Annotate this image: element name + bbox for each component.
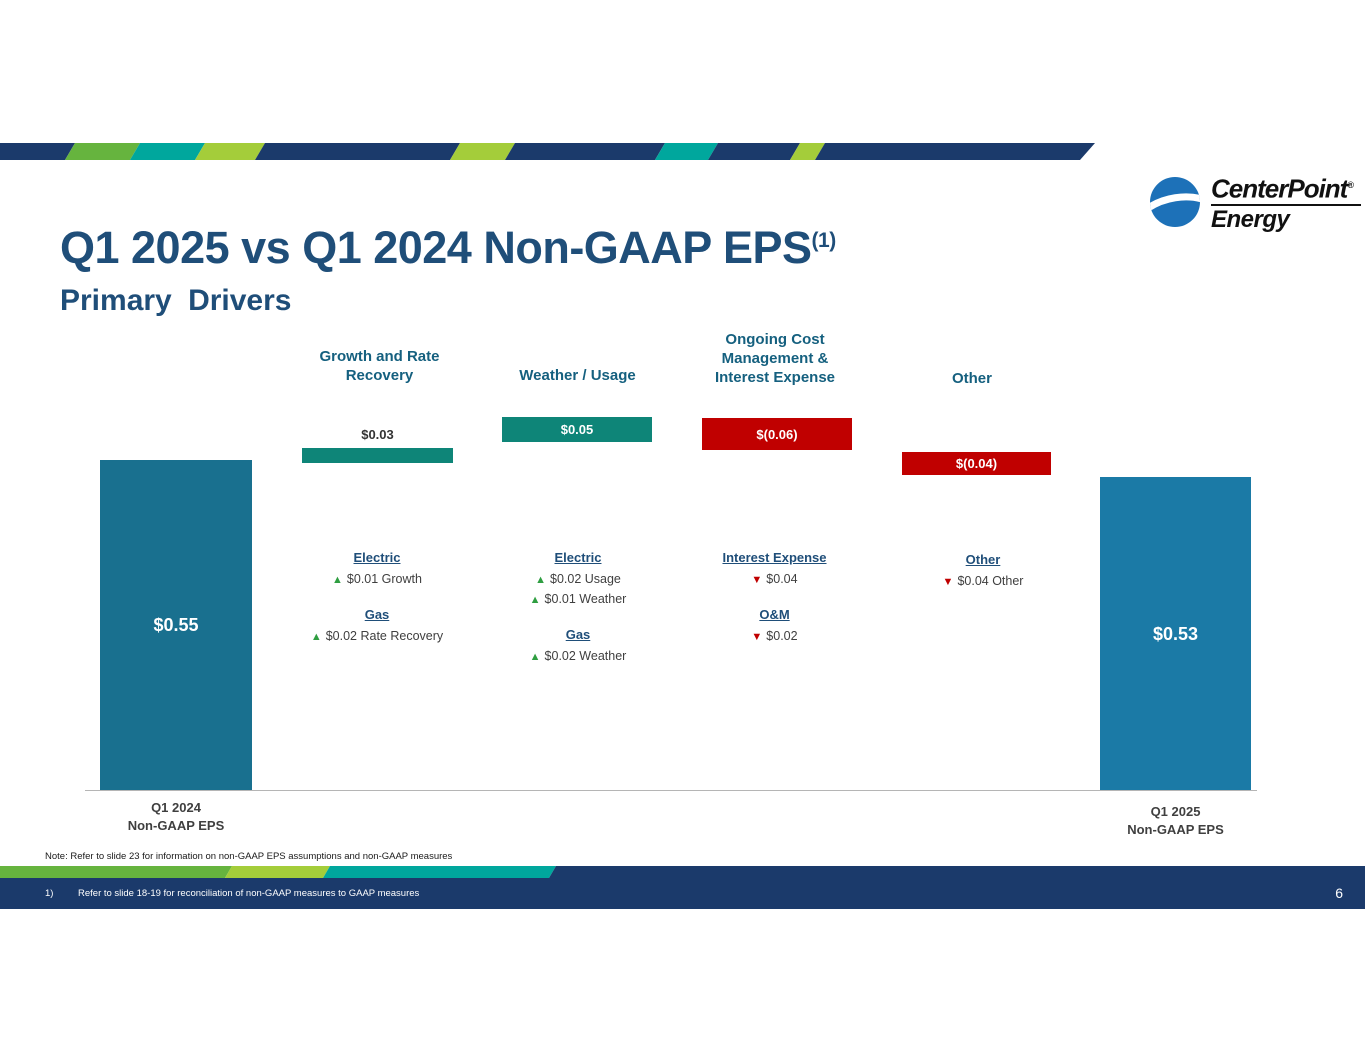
up-triangle-icon: ▲	[529, 594, 541, 606]
driver-group-title: Gas	[364, 607, 390, 622]
registered-mark: ®	[1347, 180, 1354, 190]
driver-group-title: O&M	[759, 607, 790, 622]
down-triangle-icon: ▼	[942, 576, 954, 588]
driver-details-other: Other ▼ $0.04 Other	[898, 552, 1068, 592]
driver-group: Electric ▲ $0.01 Growth	[292, 550, 462, 590]
driver-group-title: Electric	[353, 550, 401, 565]
driver-group-title: Electric	[554, 550, 602, 565]
up-triangle-icon: ▲	[529, 651, 541, 663]
driver-group-title: Interest Expense	[722, 550, 827, 565]
down-triangle-icon: ▼	[751, 631, 763, 643]
footnote-number: 1)	[45, 888, 54, 899]
logo-line1: CenterPoint®	[1211, 173, 1354, 204]
axis-label-q1-2024: Q1 2024 Non-GAAP EPS	[127, 800, 225, 833]
logo-globe-icon	[1150, 176, 1200, 227]
bar-weather-usage: $0.05	[502, 417, 652, 442]
centerpoint-logo: CenterPoint® Energy	[1148, 172, 1361, 232]
top-decorative-band	[0, 143, 1095, 160]
bottom-decorative-band	[0, 866, 1365, 878]
bar-q1-2024: $0.55	[100, 460, 252, 791]
driver-item: ▲ $0.02 Weather	[529, 649, 627, 663]
driver-item: ▼ $0.04 Other	[942, 574, 1024, 588]
driver-group-title: Gas	[565, 627, 591, 642]
footnote-text: Refer to slide 18-19 for reconciliation …	[78, 888, 420, 899]
driver-details-growth: Electric ▲ $0.01 Growth Gas ▲ $0.02 Rate R…	[292, 550, 462, 647]
bar-growth-value-label: $0.03	[361, 427, 394, 442]
axis-label-q1-2025: Q1 2025 Non-GAAP EPS	[1127, 804, 1224, 837]
driver-details-ongoing-cost: Interest Expense ▼ $0.04 O&M ▼ $0.02	[687, 550, 862, 647]
driver-item: ▼ $0.02	[751, 629, 798, 643]
driver-group: Electric ▲ $0.02 Usage ▲ $0.01 Weather	[493, 550, 663, 610]
driver-item: ▲ $0.02 Usage	[535, 572, 621, 586]
driver-details-weather: Electric ▲ $0.02 Usage ▲ $0.01 Weather Gas…	[493, 550, 663, 667]
page-subtitle: Primary Drivers	[60, 284, 292, 317]
bar-other: $(0.04)	[902, 452, 1051, 475]
driver-group: Gas ▲ $0.02 Weather	[493, 627, 663, 667]
bar-value-label: $(0.04)	[955, 456, 998, 471]
bar-ongoing-cost: $(0.06)	[702, 418, 852, 450]
title-footnote-marker: (1)	[811, 229, 837, 252]
bar-q1-2025: $0.53	[1100, 477, 1251, 791]
driver-item: ▲ $0.01 Growth	[332, 572, 422, 586]
bar-growth-rate-recovery	[302, 448, 453, 463]
driver-item: ▼ $0.04	[751, 572, 798, 586]
column-header-weather: Weather / Usage	[519, 367, 636, 384]
driver-group: O&M ▼ $0.02	[687, 607, 862, 647]
column-header-other: Other	[951, 370, 992, 387]
bar-value-label: $0.53	[1152, 623, 1199, 644]
chart-baseline	[85, 790, 1257, 791]
up-triangle-icon: ▲	[332, 574, 343, 586]
up-triangle-icon: ▲	[535, 574, 546, 586]
page-title: Q1 2025 vs Q1 2024 Non-GAAP EPS(1)	[60, 222, 837, 273]
down-triangle-icon: ▼	[751, 574, 763, 586]
note-text: Note: Refer to slide 23 for information …	[45, 851, 453, 862]
driver-group: Other ▼ $0.04 Other	[898, 552, 1068, 592]
bar-value-label: $0.55	[153, 615, 199, 635]
column-header-growth: Growth and Rate Recovery	[319, 348, 440, 384]
driver-group-title: Other	[965, 552, 1001, 567]
driver-group: Interest Expense ▼ $0.04	[687, 550, 862, 590]
up-triangle-icon: ▲	[310, 631, 322, 643]
bar-value-label: $(0.06)	[756, 426, 798, 442]
logo-wordmark: CenterPoint® Energy	[1211, 172, 1361, 232]
driver-item: ▲ $0.01 Weather	[529, 592, 627, 606]
driver-group: Gas ▲ $0.02 Rate Recovery	[292, 607, 462, 647]
bar-value-label: $0.05	[560, 422, 594, 437]
logo-divider	[1211, 203, 1361, 206]
column-header-ongoing-cost: Ongoing Cost Management & Interest Expen…	[714, 331, 836, 386]
footer-bar: 1) Refer to slide 18-19 for reconciliati…	[0, 878, 1365, 909]
logo-line2: Energy	[1211, 205, 1290, 233]
page-number: 6	[1335, 885, 1343, 901]
driver-item: ▲ $0.02 Rate Recovery	[310, 629, 444, 643]
